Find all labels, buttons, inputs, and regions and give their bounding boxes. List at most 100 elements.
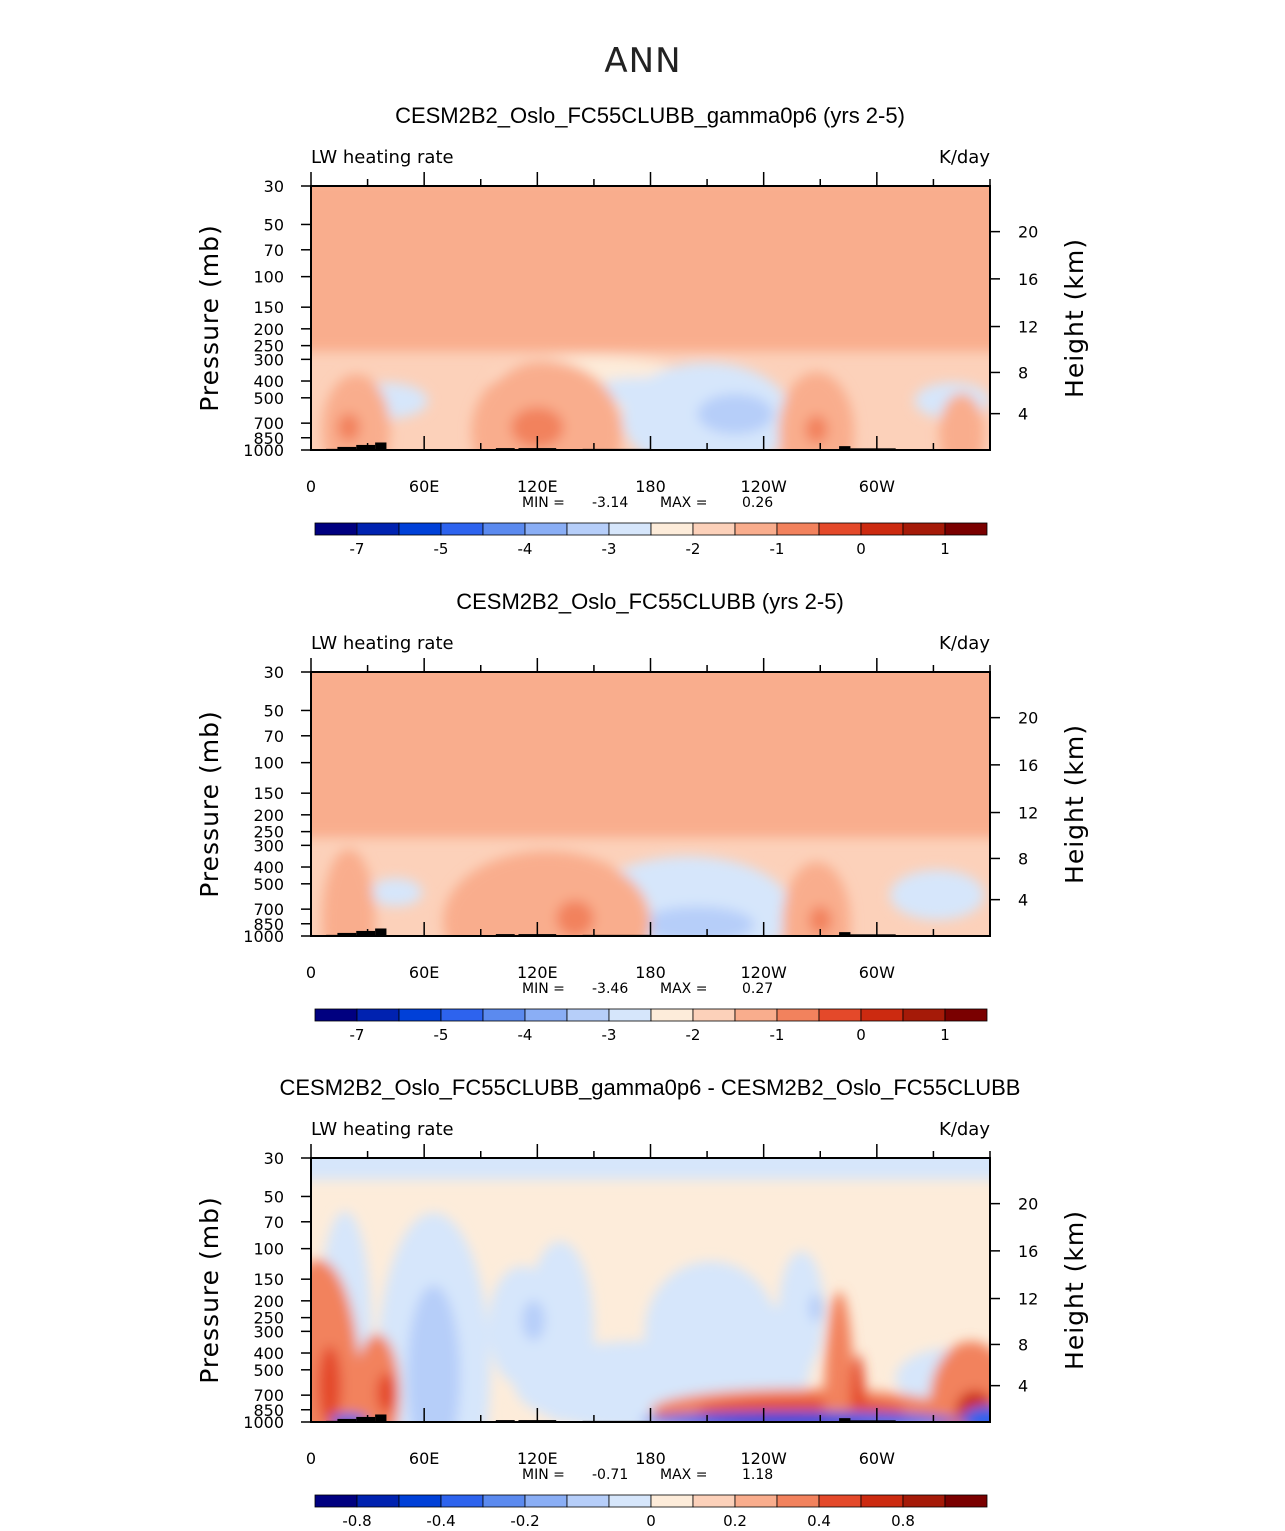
contour-region	[782, 861, 851, 936]
y-tick-label: 1000	[243, 1413, 284, 1432]
contour-region	[641, 906, 755, 936]
topography-bar	[356, 1416, 376, 1422]
contour-region	[322, 849, 376, 936]
colorbar-label: -3	[602, 540, 617, 558]
colorbar-swatch	[776, 1494, 820, 1508]
colorbar-swatch	[398, 522, 442, 536]
x-tick-label: 120E	[517, 477, 558, 496]
colorbar-swatch	[692, 1494, 736, 1508]
contour-region	[778, 372, 855, 450]
colorbar-swatch	[314, 1008, 358, 1022]
colorbar-label: 0.4	[807, 1512, 831, 1530]
y-tick-label: 100	[253, 754, 284, 773]
colorbar-swatch	[818, 522, 862, 536]
y-tick-label: 500	[253, 389, 284, 408]
panel-title: CESM2B2_Oslo_FC55CLUBB_gamma0p6 (yrs 2-5…	[395, 103, 905, 128]
contour-region	[337, 413, 361, 442]
colorbar-label: 1	[940, 540, 950, 558]
colorbar-label: -0.8	[342, 1512, 371, 1530]
contour-region	[808, 906, 832, 935]
height-tick-label: 12	[1018, 1290, 1038, 1309]
y-tick-label: 50	[264, 1187, 284, 1206]
min-label: MIN =	[522, 1467, 565, 1483]
y-tick-label: 850	[253, 1401, 284, 1420]
contour-region	[939, 393, 985, 450]
colorbar-swatch	[902, 1008, 946, 1022]
colorbar-label: 0	[856, 1026, 866, 1044]
units-label: K/day	[939, 1119, 990, 1140]
contour-field	[311, 186, 990, 450]
colorbar-swatch	[314, 1494, 358, 1508]
colorbar-label: 0.2	[723, 1512, 747, 1530]
topography-bar	[375, 928, 387, 936]
y-tick-label: 1000	[243, 441, 284, 460]
y-tick-label: 70	[264, 727, 284, 746]
colorbar-swatch	[944, 522, 988, 536]
colorbar-swatch	[440, 1008, 484, 1022]
colorbar-label: -2	[686, 540, 701, 558]
x-tick-label: 120E	[517, 1449, 558, 1468]
y-tick-label: 500	[253, 1361, 284, 1380]
colorbar-swatch	[734, 1494, 778, 1508]
colorbar-label: 0.8	[891, 1512, 915, 1530]
height-tick-label: 4	[1018, 891, 1028, 910]
contour-region	[522, 1300, 545, 1341]
topography-bar	[356, 444, 376, 450]
y-tick-label: 30	[264, 663, 284, 682]
panel-title: CESM2B2_Oslo_FC55CLUBB_gamma0p6 - CESM2B…	[280, 1075, 1021, 1100]
right-axis-title: Height (km)	[1060, 1210, 1089, 1370]
colorbar-label: -4	[518, 1026, 533, 1044]
colorbar-swatch	[692, 522, 736, 536]
contour-region	[311, 1259, 361, 1422]
colorbar-swatch	[818, 1494, 862, 1508]
x-tick-label: 120W	[740, 963, 787, 982]
contour-region	[369, 878, 423, 907]
contour-region	[377, 1372, 396, 1413]
min-label: MIN =	[522, 495, 565, 511]
contour-region	[824, 1291, 855, 1422]
y-tick-label: 400	[253, 858, 284, 877]
colorbar-swatch	[356, 1008, 400, 1022]
x-tick-label: 60E	[409, 963, 439, 982]
colorbar-swatch	[482, 1008, 526, 1022]
min-value: -3.46	[592, 981, 628, 997]
x-tick-label: 180	[635, 963, 666, 982]
y-tick-label: 300	[253, 350, 284, 369]
topography-bar	[375, 442, 387, 450]
x-tick-label: 60W	[859, 477, 895, 496]
colorbar-swatch	[398, 1008, 442, 1022]
y-tick-label: 700	[253, 414, 284, 433]
x-tick-label: 0	[306, 963, 316, 982]
height-tick-label: 20	[1018, 709, 1038, 728]
x-tick-label: 120W	[740, 1449, 787, 1468]
colorbar-swatch	[356, 522, 400, 536]
topography-bar	[337, 932, 357, 936]
y-tick-label: 30	[264, 177, 284, 196]
y-tick-label: 150	[253, 298, 284, 317]
right-axis-title: Height (km)	[1060, 724, 1089, 884]
contour-region	[556, 900, 594, 936]
contour-field	[311, 1158, 990, 1422]
height-tick-label: 20	[1018, 223, 1038, 242]
height-tick-label: 4	[1018, 405, 1028, 424]
colorbar-swatch	[776, 1008, 820, 1022]
topography-bar	[839, 1418, 851, 1422]
y-tick-label: 250	[253, 1309, 284, 1328]
contour-region	[961, 1406, 990, 1422]
min-value: -0.71	[592, 1467, 628, 1483]
colorbar-swatch	[440, 1494, 484, 1508]
colorbar-swatch	[566, 522, 610, 536]
colorbar-swatch	[650, 522, 694, 536]
height-tick-label: 12	[1018, 804, 1038, 823]
max-label: MAX =	[660, 1467, 707, 1483]
contour-region	[510, 407, 564, 448]
panel-title: CESM2B2_Oslo_FC55CLUBB (yrs 2-5)	[456, 589, 844, 614]
x-tick-label: 180	[635, 1449, 666, 1468]
max-value: 0.27	[742, 981, 773, 997]
y-tick-label: 400	[253, 1344, 284, 1363]
y-tick-label: 200	[253, 1292, 284, 1311]
contour-region	[311, 672, 990, 838]
x-tick-label: 120W	[740, 477, 787, 496]
contour-region	[407, 1285, 460, 1422]
